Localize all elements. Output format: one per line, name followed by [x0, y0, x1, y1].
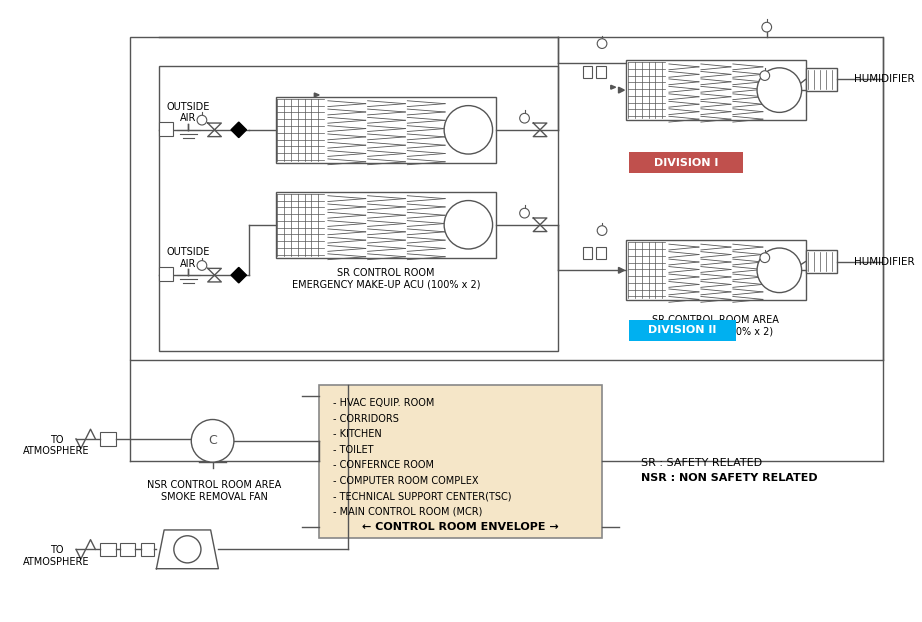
Bar [583, 66, 592, 78]
Text: SR CONTROL ROOM AREA
SUPPLY AHU (100% x 2): SR CONTROL ROOM AREA SUPPLY AHU (100% x … [652, 315, 779, 337]
Bar [597, 247, 606, 259]
Text: - KITCHEN: - KITCHEN [333, 429, 382, 439]
Circle shape [520, 113, 529, 123]
Text: NSR : NON SAFETY RELATED: NSR : NON SAFETY RELATED [641, 473, 818, 483]
Circle shape [760, 253, 770, 262]
Bar [806, 250, 836, 273]
Bar [629, 152, 743, 174]
Polygon shape [619, 267, 624, 273]
Polygon shape [231, 122, 246, 137]
Bar [597, 66, 606, 78]
Text: NSR CONTROL ROOM AREA
SMOKE REMOVAL FAN: NSR CONTROL ROOM AREA SMOKE REMOVAL FAN [148, 480, 281, 502]
Polygon shape [231, 267, 246, 283]
Bar [130, 37, 883, 360]
Bar [276, 97, 496, 163]
Text: SR : SAFETY RELATED: SR : SAFETY RELATED [641, 458, 762, 468]
Bar [120, 542, 136, 556]
Text: - COMPUTER ROOM COMPLEX: - COMPUTER ROOM COMPLEX [333, 476, 479, 486]
Text: DIVISION II: DIVISION II [648, 325, 716, 335]
Circle shape [174, 536, 201, 563]
Polygon shape [314, 224, 319, 228]
Polygon shape [314, 93, 319, 97]
Bar [160, 66, 559, 351]
Bar [319, 384, 602, 537]
Bar [160, 267, 172, 281]
Circle shape [762, 22, 772, 32]
Text: ← CONTROL ROOM ENVELOPE →: ← CONTROL ROOM ENVELOPE → [362, 522, 559, 532]
Text: TO
ATMOSPHERE: TO ATMOSPHERE [23, 435, 89, 457]
Text: - CORRIDORS: - CORRIDORS [333, 414, 398, 424]
Circle shape [760, 71, 770, 80]
Circle shape [597, 226, 607, 236]
Text: - MAIN CONTROL ROOM (MCR): - MAIN CONTROL ROOM (MCR) [333, 506, 482, 516]
Bar [626, 240, 806, 300]
Bar [806, 68, 836, 91]
Text: HUMIDIFIER: HUMIDIFIER [854, 257, 915, 267]
Bar [276, 192, 496, 258]
Circle shape [197, 115, 207, 125]
Text: - HVAC EQUIP. ROOM: - HVAC EQUIP. ROOM [333, 398, 434, 408]
Circle shape [520, 208, 529, 218]
Circle shape [757, 248, 801, 292]
Text: - TOILET: - TOILET [333, 445, 373, 455]
Text: - CONFERNCE ROOM: - CONFERNCE ROOM [333, 460, 433, 470]
Text: HUMIDIFIER: HUMIDIFIER [854, 75, 915, 85]
Polygon shape [610, 85, 616, 89]
Circle shape [197, 261, 207, 271]
Text: - TECHNICAL SUPPORT CENTER(TSC): - TECHNICAL SUPPORT CENTER(TSC) [333, 491, 511, 501]
Bar [160, 122, 172, 136]
Bar [100, 542, 115, 556]
Bar [141, 542, 155, 556]
Bar [629, 320, 736, 341]
Bar [100, 432, 115, 446]
Polygon shape [619, 87, 624, 93]
Text: C: C [208, 434, 217, 447]
Circle shape [757, 68, 801, 113]
Text: OUTSIDE
AIR: OUTSIDE AIR [167, 247, 210, 269]
Text: SR CONTROL ROOM
EMERGENCY MAKE-UP ACU (100% x 2): SR CONTROL ROOM EMERGENCY MAKE-UP ACU (1… [291, 268, 480, 290]
Circle shape [444, 106, 492, 154]
Text: OUTSIDE
AIR: OUTSIDE AIR [167, 101, 210, 123]
Bar [626, 60, 806, 120]
Circle shape [191, 419, 234, 462]
Text: TO
ATMOSPHERE: TO ATMOSPHERE [23, 545, 89, 567]
Bar [583, 247, 592, 259]
Circle shape [444, 200, 492, 249]
Circle shape [597, 39, 607, 49]
Text: DIVISION I: DIVISION I [654, 158, 718, 168]
